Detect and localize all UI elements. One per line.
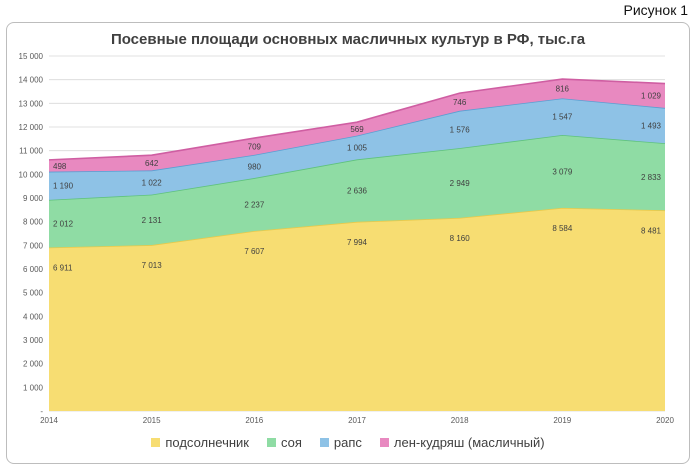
- y-tick-label: 11 000: [19, 147, 43, 156]
- data-label: 709: [248, 142, 262, 151]
- y-tick-label: 10 000: [19, 170, 44, 179]
- data-label: 642: [145, 159, 159, 168]
- x-tick-label: 2020: [656, 416, 674, 425]
- data-label: 816: [556, 85, 570, 94]
- data-label: 6 911: [53, 263, 73, 272]
- legend-item: подсолнечник: [151, 435, 249, 450]
- y-tick-label: 8 000: [23, 218, 44, 227]
- y-tick-label: 9 000: [23, 194, 44, 203]
- data-label: 1 547: [552, 113, 573, 122]
- data-label: 746: [453, 98, 467, 107]
- legend-item: соя: [266, 435, 302, 450]
- y-tick-label: 15 000: [19, 52, 44, 61]
- data-label: 2 833: [641, 173, 662, 182]
- series-area: [49, 79, 665, 172]
- x-tick-label: 2015: [143, 416, 161, 425]
- data-label: 8 481: [641, 226, 662, 235]
- series-area: [49, 207, 665, 411]
- y-tick-label: 4 000: [23, 312, 44, 321]
- data-label: 2 237: [244, 200, 265, 209]
- x-tick-label: 2014: [40, 416, 58, 425]
- data-label: 2 949: [450, 179, 471, 188]
- legend-swatch: [379, 438, 389, 447]
- chart-title: Посевные площади основных масличных куль…: [110, 31, 586, 48]
- x-tick-label: 2018: [451, 416, 469, 425]
- y-tick-label: 13 000: [19, 99, 44, 108]
- legend-label: рапс: [333, 435, 362, 450]
- data-label: 3 079: [552, 167, 573, 176]
- legend-item: рапс: [319, 435, 362, 450]
- data-label: 1 005: [347, 144, 368, 153]
- series-line: [48, 78, 666, 161]
- data-label: 2 131: [142, 216, 163, 225]
- data-label: 2 636: [347, 187, 368, 196]
- legend-swatch: [319, 438, 329, 447]
- data-label: 1 493: [641, 122, 662, 131]
- data-label: 498: [53, 162, 67, 171]
- legend-label: подсолнечник: [165, 435, 249, 450]
- data-label: 980: [248, 162, 262, 171]
- y-tick-label: 7 000: [23, 241, 44, 250]
- data-label: 7 013: [142, 261, 163, 270]
- y-tick-label: 2 000: [23, 360, 44, 369]
- legend-label: соя: [280, 435, 302, 450]
- legend-item: лен-кудряш (масличный): [379, 435, 545, 450]
- y-tick-label: 6 000: [23, 265, 44, 274]
- data-label: 1 576: [450, 125, 471, 134]
- y-tick-label: 3 000: [23, 336, 44, 345]
- y-tick-label: 14 000: [19, 76, 44, 85]
- legend-swatch: [266, 438, 276, 447]
- data-label: 2 012: [53, 220, 74, 229]
- data-label: 8 584: [552, 224, 573, 233]
- data-label: 7 607: [244, 247, 265, 256]
- legend-label: лен-кудряш (масличный): [393, 435, 545, 450]
- legend-swatch: [151, 438, 161, 447]
- data-label: 1 190: [53, 182, 74, 191]
- data-label: 569: [350, 125, 364, 134]
- x-tick-label: 2017: [348, 416, 366, 425]
- series-area: [49, 134, 665, 248]
- legend: подсолнечник соя рапс лен-кудряш (масличный…: [7, 435, 689, 450]
- y-tick-label: 5 000: [23, 289, 44, 298]
- data-label: 7 994: [347, 238, 368, 247]
- x-tick-label: 2019: [553, 416, 571, 425]
- x-tick-label: 2016: [245, 416, 263, 425]
- series-area: [49, 98, 665, 200]
- area-chart: - 1 000 2 000 3 000 4 000 5 000 6 000 7 000 8 00…: [19, 52, 675, 425]
- data-label: 1 022: [142, 178, 163, 187]
- y-tick-label: 12 000: [19, 123, 44, 132]
- data-label: 8 160: [450, 234, 471, 243]
- figure-label: Рисунок 1: [623, 2, 688, 18]
- y-tick-label: 1 000: [23, 383, 44, 392]
- chart-frame: Посевные площади основных масличных куль…: [6, 22, 690, 464]
- y-tick-label: -: [40, 407, 43, 416]
- data-label: 1 029: [641, 92, 662, 101]
